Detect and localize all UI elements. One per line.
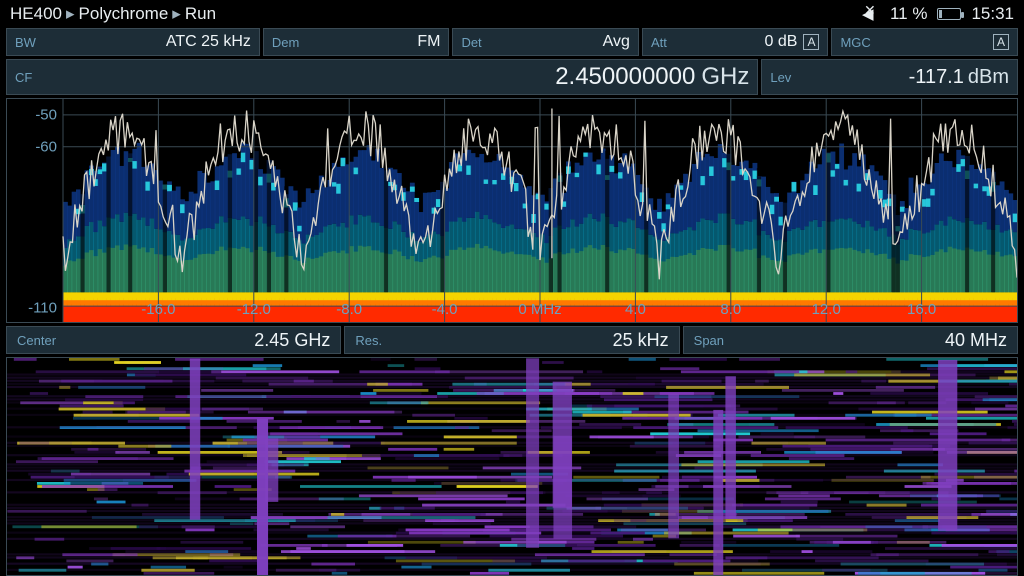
spectrum-x-tick: 12.0 [812,301,841,318]
param-cf[interactable]: CF 2.450000000 GHz [6,59,758,95]
spectrum-x-tick: -16.0 [141,301,175,318]
param-center-label: Center [17,333,56,348]
clock: 15:31 [971,4,1014,24]
breadcrumb-sep-icon: ▸ [172,4,181,24]
spectrum-display[interactable]: -50 -60 -110 -16.0 -12.0 -8.0 -4.0 0 MHz 4.0 8.0… [6,98,1018,323]
param-bw[interactable]: BW ATC 25 kHz [6,28,260,56]
param-att-badge: A [803,34,819,50]
param-mgc[interactable]: MGC A [831,28,1018,56]
param-lev-value: -117.1 [909,66,964,89]
breadcrumb-sep-icon: ▸ [66,4,75,24]
param-det-value: Avg [603,33,630,51]
spectrum-x-tick: 4.0 [625,301,646,318]
waterfall-display[interactable] [6,357,1018,576]
param-cf-unit: GHz [701,63,749,91]
spectrum-param-row: Center 2.45 GHz Res. 25 kHz Span 40 MHz [6,326,1018,354]
spectrum-y-tick: -50 [35,107,57,124]
spectrum-x-tick: 16.0 [907,301,936,318]
param-dem-value: FM [417,33,440,51]
param-res[interactable]: Res. 25 kHz [344,326,679,354]
param-bw-value: ATC 25 kHz [166,33,251,51]
spectrum-y-tick: -110 [28,299,57,316]
param-row-1: BW ATC 25 kHz Dem FM Det Avg Att 0 dB A … [6,28,1018,56]
param-span-label: Span [694,333,724,348]
breadcrumb-b[interactable]: Polychrome [79,4,169,24]
breadcrumb-bar: HE400 ▸ Polychrome ▸ Run ◀ ✕ 11 % 15:31 [6,0,1018,28]
param-lev-label: Lev [770,70,791,85]
param-span-value: 40 MHz [945,330,1007,351]
param-att[interactable]: Att 0 dB A [642,28,829,56]
spectrum-x-tick: -8.0 [336,301,362,318]
param-lev[interactable]: Lev -117.1 dBm [761,59,1018,95]
param-att-value: 0 dB [765,33,798,51]
param-row-2: CF 2.450000000 GHz Lev -117.1 dBm [6,59,1018,95]
spectrum-canvas [7,99,1017,322]
param-center[interactable]: Center 2.45 GHz [6,326,341,354]
param-cf-label: CF [15,70,32,85]
spectrum-x-tick: -4.0 [432,301,458,318]
breadcrumb-a[interactable]: HE400 [10,4,62,24]
spectrum-x-tick: 0 MHz [518,301,561,318]
param-mgc-label: MGC [840,35,870,50]
param-res-label: Res. [355,333,382,348]
param-res-value: 25 kHz [613,330,669,351]
param-lev-unit: dBm [968,66,1009,89]
param-cf-value: 2.450000000 [555,63,695,91]
param-center-value: 2.45 GHz [254,330,330,351]
battery-icon [937,8,961,20]
param-att-label: Att [651,35,667,50]
param-dem[interactable]: Dem FM [263,28,450,56]
param-bw-label: BW [15,35,36,50]
spectrum-x-tick: 8.0 [720,301,741,318]
param-det-label: Det [461,35,481,50]
param-span[interactable]: Span 40 MHz [683,326,1018,354]
param-det[interactable]: Det Avg [452,28,639,56]
spectrum-y-tick: -60 [35,139,57,156]
param-dem-label: Dem [272,35,299,50]
breadcrumb-c[interactable]: Run [185,4,216,24]
waterfall-canvas [7,358,1017,575]
mute-icon[interactable]: ◀ ✕ [862,4,880,24]
spectrum-x-tick: -12.0 [237,301,271,318]
spectrum-y-axis: -50 -60 -110 [7,99,63,322]
battery-percent: 11 % [890,4,928,24]
param-mgc-badge: A [993,34,1009,50]
